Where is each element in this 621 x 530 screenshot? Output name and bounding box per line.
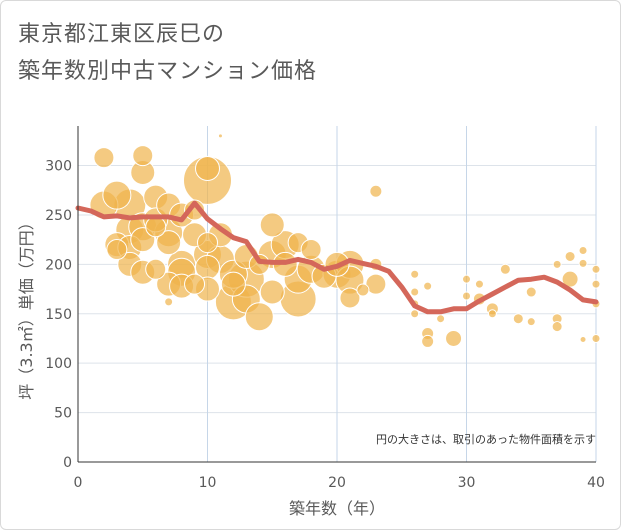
data-bubble: [145, 216, 167, 238]
data-bubble: [421, 334, 435, 348]
data-bubble: [445, 329, 463, 347]
data-bubble: [462, 291, 471, 301]
data-bubble: [579, 335, 587, 343]
data-bubble: [300, 239, 322, 261]
data-bubble: [552, 259, 562, 269]
data-bubble: [93, 147, 115, 169]
data-bubble: [132, 145, 154, 167]
gridlines: [78, 126, 597, 462]
data-bubble: [195, 155, 220, 181]
data-bubble: [156, 230, 182, 256]
data-bubble: [591, 279, 601, 289]
data-bubble: [410, 269, 420, 279]
chart-title-line2: 築年数別中古マンション価格: [18, 59, 318, 84]
axes: [77, 126, 596, 463]
data-bubble: [184, 199, 206, 221]
trend-line-layer: [75, 200, 599, 315]
data-bubble: [499, 263, 511, 275]
data-bubble: [259, 212, 285, 238]
data-bubble: [512, 313, 524, 325]
chart-title-line1: 東京都江東区辰巳の: [18, 22, 226, 47]
x-tick-label: 20: [328, 475, 346, 491]
x-tick-label: 10: [199, 475, 217, 491]
data-bubble: [591, 333, 601, 343]
data-bubble: [591, 264, 601, 274]
data-bubble: [259, 279, 285, 305]
data-bubble: [551, 321, 563, 333]
data-bubble: [423, 281, 433, 291]
data-bubble: [244, 302, 274, 332]
data-bubble: [197, 232, 218, 254]
data-bubble: [410, 309, 420, 319]
data-bubble: [365, 273, 387, 295]
y-tick-label: 100: [45, 356, 72, 372]
data-bubble: [410, 287, 420, 297]
data-bubble: [369, 184, 383, 198]
data-bubble: [525, 286, 537, 298]
y-tick-label: 300: [45, 159, 72, 175]
data-bubble: [462, 274, 471, 284]
data-bubble: [436, 314, 446, 324]
data-bubble: [339, 287, 361, 309]
y-tick-label: 50: [54, 406, 72, 422]
data-bubble: [220, 271, 246, 297]
x-tick-label: 30: [458, 475, 476, 491]
data-bubble: [102, 180, 132, 210]
x-tick-label: 40: [587, 475, 605, 491]
y-tick-label: 0: [63, 455, 72, 471]
data-bubble: [184, 273, 206, 295]
data-bubble: [145, 258, 167, 280]
data-bubble: [578, 246, 588, 256]
tick-labels: 0 50 100 150 200 250 300 0 10 20 30 40: [45, 159, 605, 491]
data-bubble: [526, 317, 536, 327]
data-bubble: [578, 258, 588, 268]
data-bubble: [106, 239, 128, 261]
data-bubble: [487, 309, 497, 319]
y-tick-label: 200: [45, 257, 72, 273]
y-tick-label: 250: [45, 208, 72, 224]
data-bubble: [564, 250, 576, 262]
bubble-layer: [89, 133, 601, 348]
data-bubble: [356, 283, 370, 297]
data-bubble: [474, 279, 484, 289]
size-annotation: 円の大きさは、取引のあった物件面積を示す: [376, 432, 596, 446]
y-tick-label: 150: [45, 307, 72, 323]
y-axis-label: 坪（3.3㎡）単価（万円）: [17, 214, 36, 399]
x-tick-label: 0: [74, 475, 83, 491]
data-bubble: [164, 297, 174, 307]
x-axis-label: 築年数（年）: [289, 499, 385, 518]
data-bubble: [217, 133, 223, 139]
average-price-line: [75, 200, 599, 315]
